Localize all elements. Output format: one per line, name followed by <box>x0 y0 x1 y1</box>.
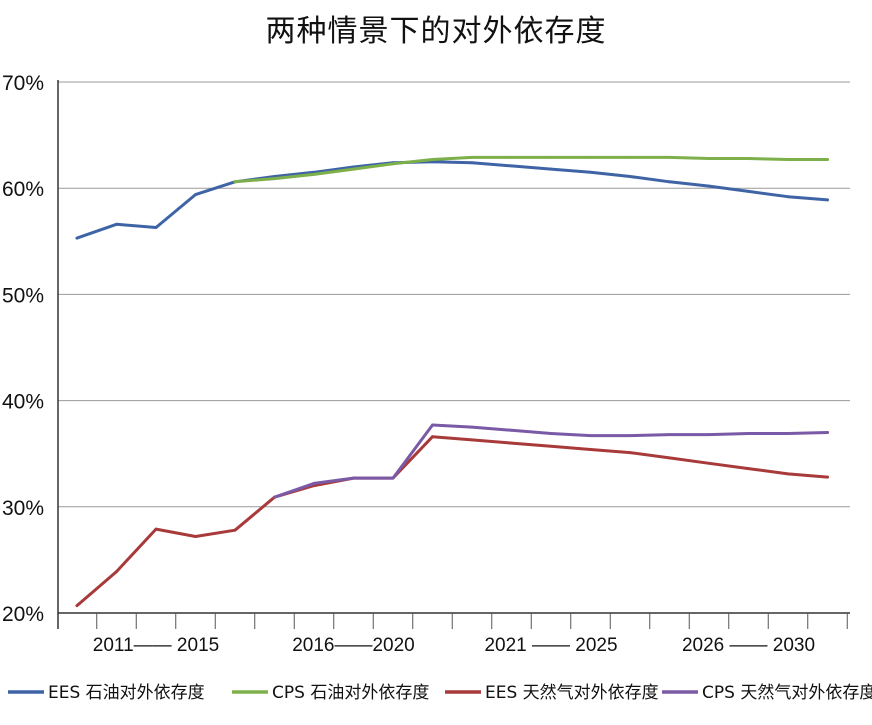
series-1 <box>75 160 829 240</box>
data-point <box>747 189 750 193</box>
data-point <box>549 167 553 171</box>
legend-label: EES 石油对外依存度 <box>48 683 205 703</box>
legend-entry: EES 天然气对外依存度 <box>445 683 659 703</box>
data-point <box>668 180 671 184</box>
legend-label: CPS 天然气对外依存度 <box>702 683 872 703</box>
data-point <box>747 432 750 435</box>
series-layer <box>75 155 829 608</box>
data-point <box>470 438 474 442</box>
series-2 <box>233 155 829 184</box>
data-point <box>194 193 197 196</box>
data-point <box>668 156 671 159</box>
data-point <box>707 461 711 465</box>
data-point <box>312 482 316 485</box>
data-point <box>233 180 237 184</box>
series-4 <box>273 423 829 499</box>
data-point <box>707 433 711 436</box>
data-point <box>628 451 632 455</box>
data-point <box>352 167 355 171</box>
data-point <box>549 156 553 159</box>
data-point <box>75 604 79 607</box>
legend-label: EES 天然气对外依存度 <box>485 683 659 703</box>
data-point <box>826 158 829 161</box>
data-point <box>431 435 434 439</box>
y-tick-label: 50% <box>2 284 44 307</box>
data-point <box>589 156 592 159</box>
y-tick-label: 30% <box>2 497 44 520</box>
legend-entry: CPS 石油对外依存度 <box>232 683 429 703</box>
data-point <box>470 156 474 159</box>
legend-label: CPS 石油对外依存度 <box>272 683 429 703</box>
data-point <box>75 236 79 240</box>
x-group-label: 2011—— 2015 <box>93 635 219 656</box>
data-point <box>391 476 395 480</box>
y-tick-label: 20% <box>2 603 44 626</box>
data-point <box>707 184 711 188</box>
data-point <box>668 456 671 460</box>
data-point <box>786 432 790 435</box>
data-point <box>549 444 553 448</box>
data-point <box>233 528 237 532</box>
series-line <box>75 160 829 240</box>
data-point <box>510 156 513 159</box>
data-point <box>747 467 750 470</box>
data-point <box>589 434 592 438</box>
y-tick-label: 70% <box>2 72 44 95</box>
data-point <box>352 476 355 480</box>
series-line <box>233 155 829 184</box>
data-point <box>589 448 592 451</box>
data-point <box>312 172 316 176</box>
data-point <box>115 222 118 226</box>
data-point <box>115 570 118 573</box>
chart-title: 两种情景下的对外依存度 <box>265 14 607 49</box>
y-tick-label: 40% <box>2 391 44 414</box>
data-point <box>273 495 276 499</box>
legend: EES 石油对外依存度 CPS 石油对外依存度 EES 天然气对外依存度 CPS 天然… <box>8 683 872 703</box>
data-point <box>391 162 395 166</box>
data-point <box>470 161 474 165</box>
data-point <box>589 170 592 174</box>
data-point <box>549 432 553 435</box>
data-point <box>628 434 632 438</box>
data-point <box>786 195 790 199</box>
data-point <box>510 441 513 445</box>
series-line <box>273 423 829 499</box>
data-point <box>510 164 513 168</box>
data-point <box>510 428 513 432</box>
x-group-label: 2021 —— 2025 <box>484 635 617 656</box>
legend-entry: EES 石油对外依存度 <box>8 683 205 703</box>
data-point <box>154 527 158 531</box>
data-point <box>707 157 711 160</box>
data-point <box>470 425 474 429</box>
y-tick-label: 60% <box>2 178 44 201</box>
data-point <box>194 535 197 538</box>
x-group-label: 2016——2020 <box>292 635 415 656</box>
data-point <box>826 198 829 202</box>
data-point <box>747 157 750 160</box>
series-line <box>75 435 829 608</box>
data-point <box>826 475 829 479</box>
data-point <box>431 158 434 161</box>
series-3 <box>75 435 829 608</box>
data-point <box>628 175 632 178</box>
legend-entry: CPS 天然气对外依存度 <box>662 683 872 703</box>
x-group-label: 2026 —— 2030 <box>682 635 815 656</box>
data-point <box>786 158 790 161</box>
data-point <box>786 472 790 476</box>
data-point <box>273 177 276 181</box>
data-point <box>154 226 158 229</box>
data-point <box>628 156 632 159</box>
data-point <box>668 433 671 436</box>
axis-layer: 20% 30% 40% 50% 60% 70% 2011—— 2015 2016——2020 2… <box>2 72 850 656</box>
data-point <box>431 423 434 427</box>
data-point <box>826 431 829 434</box>
